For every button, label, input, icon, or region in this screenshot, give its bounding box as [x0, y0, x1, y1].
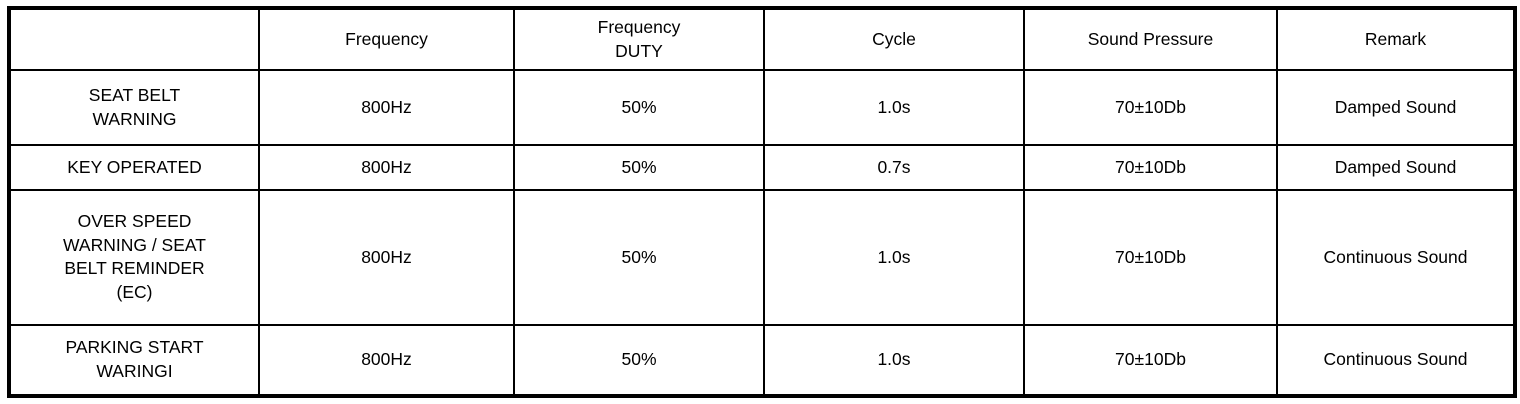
- cell-sound-pressure: 70±10Db: [1023, 323, 1278, 398]
- header-remark: Remark: [1276, 7, 1516, 71]
- cell-duty: 50%: [513, 189, 765, 326]
- cell-frequency: 800Hz: [258, 68, 515, 147]
- row-label: SEAT BELT WARNING: [8, 68, 260, 147]
- cell-remark: Continuous Sound: [1276, 189, 1516, 326]
- header-cycle: Cycle: [763, 7, 1025, 71]
- table-row-parking-start-warning: PARKING START WARINGI 800Hz 50% 1.0s 70±…: [8, 323, 1516, 398]
- cell-sound-pressure: 70±10Db: [1023, 144, 1278, 192]
- cell-cycle: 0.7s: [763, 144, 1025, 192]
- cell-sound-pressure: 70±10Db: [1023, 68, 1278, 147]
- table-row-seat-belt-warning: SEAT BELT WARNING 800Hz 50% 1.0s 70±10Db…: [8, 68, 1516, 147]
- buzzer-spec-table: Frequency Frequency DUTY Cycle Sound Pre…: [7, 6, 1517, 398]
- cell-duty: 50%: [513, 68, 765, 147]
- header-frequency-duty: Frequency DUTY: [513, 7, 765, 71]
- cell-frequency: 800Hz: [258, 144, 515, 192]
- cell-frequency: 800Hz: [258, 189, 515, 326]
- header-sound-pressure: Sound Pressure: [1023, 7, 1278, 71]
- header-frequency: Frequency: [258, 7, 515, 71]
- table-header-row: Frequency Frequency DUTY Cycle Sound Pre…: [8, 7, 1516, 71]
- cell-sound-pressure: 70±10Db: [1023, 189, 1278, 326]
- cell-remark: Damped Sound: [1276, 144, 1516, 192]
- table-row-over-speed-warning: OVER SPEED WARNING / SEAT BELT REMINDER …: [8, 189, 1516, 326]
- cell-remark: Continuous Sound: [1276, 323, 1516, 398]
- cell-duty: 50%: [513, 144, 765, 192]
- cell-duty: 50%: [513, 323, 765, 398]
- cell-cycle: 1.0s: [763, 323, 1025, 398]
- cell-frequency: 800Hz: [258, 323, 515, 398]
- row-label: KEY OPERATED: [8, 144, 260, 192]
- cell-cycle: 1.0s: [763, 68, 1025, 147]
- cell-remark: Damped Sound: [1276, 68, 1516, 147]
- header-blank: [8, 7, 260, 71]
- cell-cycle: 1.0s: [763, 189, 1025, 326]
- row-label: OVER SPEED WARNING / SEAT BELT REMINDER …: [8, 189, 260, 326]
- row-label: PARKING START WARINGI: [8, 323, 260, 398]
- table-row-key-operated: KEY OPERATED 800Hz 50% 0.7s 70±10Db Damp…: [8, 144, 1516, 192]
